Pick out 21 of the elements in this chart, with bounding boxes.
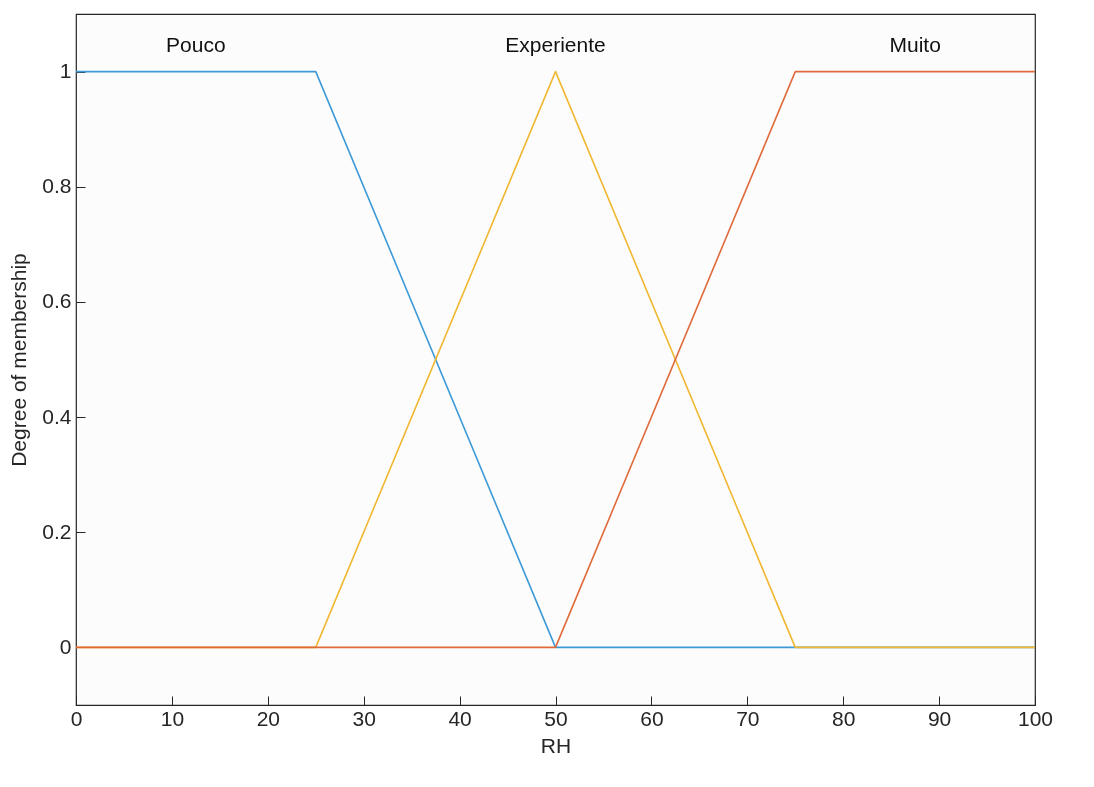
x-tick-label: 40 bbox=[448, 706, 472, 730]
x-tick-label: 20 bbox=[256, 706, 280, 730]
y-tick-label: 0.8 bbox=[42, 174, 72, 198]
x-tick-label: 10 bbox=[160, 706, 185, 730]
series-label: Muito bbox=[889, 32, 941, 56]
y-tick-label: 0.4 bbox=[42, 404, 72, 428]
x-tick-label: 100 bbox=[1017, 706, 1054, 730]
x-tick-label: 90 bbox=[927, 706, 952, 730]
x-tick-label: 70 bbox=[736, 706, 760, 730]
x-axis-title: RH bbox=[540, 733, 572, 757]
y-axis-title: Degree of membership bbox=[7, 253, 31, 467]
x-tick-label: 80 bbox=[832, 706, 856, 730]
y-tick-label: 0 bbox=[59, 634, 72, 658]
x-tick-label: 30 bbox=[352, 706, 376, 730]
x-tick-label: 50 bbox=[544, 706, 568, 730]
x-tick-label: 60 bbox=[640, 706, 664, 730]
y-tick-label: 0.2 bbox=[42, 519, 72, 543]
series-label: Pouco bbox=[166, 32, 226, 56]
series-label: Experiente bbox=[505, 32, 606, 56]
y-tick-label: 0.6 bbox=[42, 289, 72, 313]
y-tick-label: 1 bbox=[59, 59, 72, 83]
